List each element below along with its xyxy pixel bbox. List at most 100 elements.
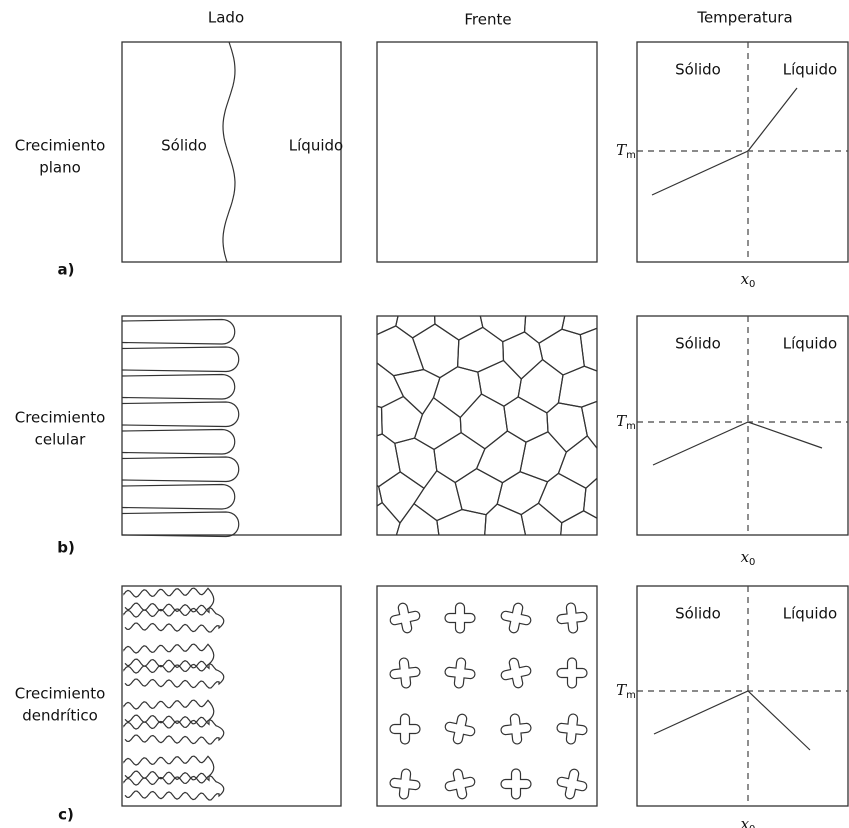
cell (454, 545, 504, 597)
cell (333, 329, 375, 378)
cell (521, 503, 562, 561)
dendrite-section (389, 657, 422, 690)
cell (498, 620, 549, 668)
x0-label-sub: 0 (749, 824, 755, 828)
cell (605, 365, 647, 415)
cell (562, 580, 610, 631)
phase-label: Sólido (675, 335, 721, 353)
dendrite-section (444, 657, 477, 690)
cell (623, 323, 674, 379)
front-panel (377, 42, 597, 262)
cell (415, 543, 454, 596)
cell (401, 647, 446, 699)
dendrite-section (500, 713, 533, 746)
cell (330, 538, 371, 586)
dendrite-section (498, 655, 534, 691)
cell-finger (122, 485, 235, 510)
cell-finger (122, 402, 239, 427)
cell (455, 258, 506, 304)
temperature-line (654, 691, 810, 750)
row-letter: c) (58, 806, 74, 824)
cell (497, 472, 547, 515)
phase-label: Líquido (783, 335, 837, 353)
x0-label-sub: 0 (749, 557, 755, 568)
dendrite-section (556, 713, 589, 746)
cell (434, 367, 482, 418)
cell (560, 511, 609, 556)
cell (663, 476, 715, 519)
cell (310, 297, 351, 342)
temperature-line (653, 422, 822, 465)
cell (335, 475, 382, 522)
cell (584, 472, 630, 525)
cell (376, 258, 416, 303)
cell (539, 329, 584, 375)
cell (379, 472, 424, 523)
dendrite-section (442, 766, 478, 802)
cell (415, 259, 461, 307)
cell (460, 394, 507, 449)
x0-label: x0 (741, 270, 756, 290)
cell (602, 580, 645, 629)
dendrite (124, 644, 214, 668)
cell (396, 575, 445, 628)
cell (665, 397, 707, 443)
cell (309, 652, 361, 703)
cell (395, 504, 440, 552)
temperature-line (652, 88, 797, 195)
phase-label: Líquido (783, 61, 837, 79)
cell (609, 505, 651, 559)
cell-finger (122, 457, 239, 482)
x0-label: x0 (741, 815, 756, 828)
cell (351, 434, 400, 487)
cell (580, 324, 627, 374)
cell (668, 252, 713, 305)
cell (581, 616, 633, 669)
dendrite-section (442, 711, 478, 747)
row-name: Crecimiento (15, 137, 106, 155)
cell (648, 435, 690, 486)
cell (371, 615, 422, 664)
dendrite (124, 756, 214, 780)
row-name: Crecimiento (15, 409, 106, 427)
front-panel (377, 586, 597, 806)
row-letter: b) (57, 539, 75, 557)
tm-label-sub: m (626, 421, 636, 432)
cell (525, 286, 569, 343)
cell (644, 361, 692, 408)
cell (475, 576, 521, 634)
cell (458, 327, 504, 372)
cell (602, 438, 652, 487)
cell (371, 326, 423, 376)
phase-label: Líquido (289, 137, 343, 155)
dendrite (124, 700, 214, 724)
cell (652, 290, 693, 338)
cell-network (309, 250, 716, 706)
dendrite-section (389, 768, 422, 801)
dendrite-section (557, 658, 587, 688)
dendrite-section (445, 603, 475, 633)
cell (566, 657, 609, 697)
phase-label: Sólido (675, 61, 721, 79)
cell (623, 544, 671, 595)
cell-finger (122, 430, 235, 455)
cell (382, 397, 423, 444)
cell (351, 503, 400, 552)
column-header: Temperatura (696, 9, 792, 27)
tm-label: Tm (616, 681, 636, 701)
tm-label-sub: m (626, 150, 636, 161)
cell (520, 584, 566, 625)
cell (541, 262, 589, 301)
tm-label: Tm (616, 141, 636, 161)
cell (499, 547, 545, 588)
cell (332, 401, 382, 444)
cell (664, 539, 714, 595)
cell (309, 363, 360, 411)
cell (455, 469, 502, 515)
dendrite-section (501, 769, 531, 799)
row-letter: a) (58, 261, 75, 279)
cell (332, 259, 382, 299)
cell (371, 541, 423, 591)
cell (629, 257, 672, 305)
row-name: plano (39, 159, 81, 177)
